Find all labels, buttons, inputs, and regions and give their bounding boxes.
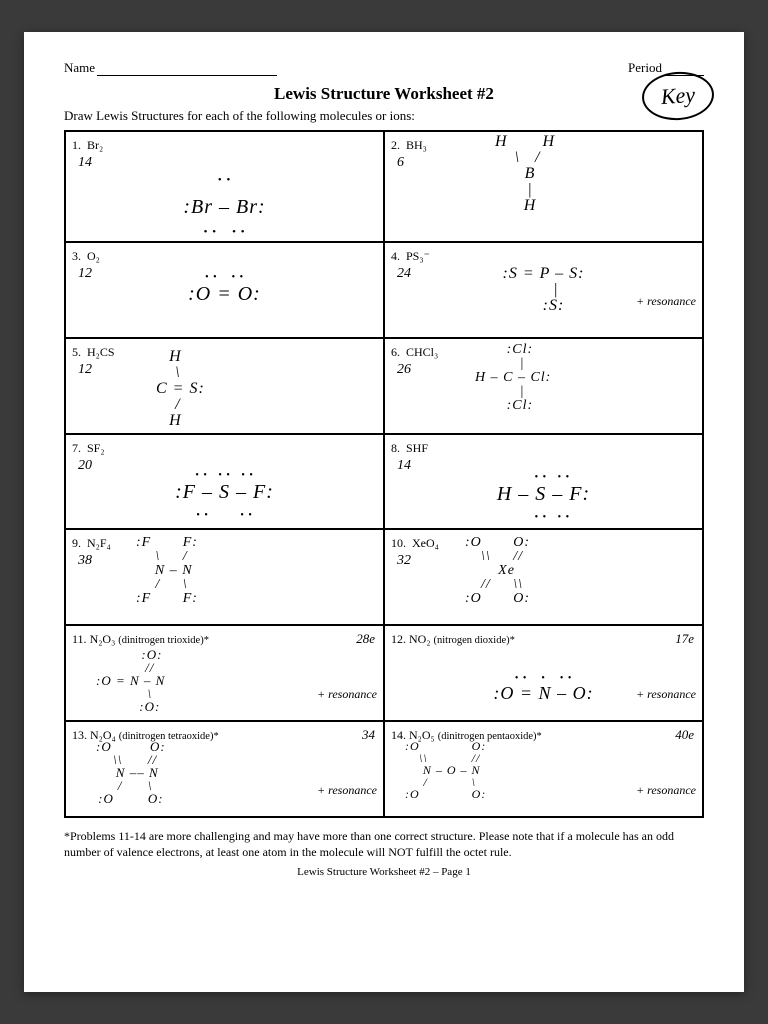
- resonance-note: + resonance: [636, 783, 696, 798]
- name-field: Name: [64, 60, 277, 76]
- lewis-structure: H \ C = S: / H: [146, 349, 205, 429]
- resonance-note: + resonance: [636, 687, 696, 702]
- cell: 10. XeO₄ 32 :O O: \\ // Xe // \\ :O O:: [384, 529, 703, 625]
- cell: 8. SHF 14 • • • • H – S – F: • • • •: [384, 434, 703, 529]
- worksheet-title: Lewis Structure Worksheet #2: [274, 84, 494, 103]
- resonance-note: + resonance: [317, 783, 377, 798]
- lewis-structure: :Cl: | H – C – Cl: | :Cl:: [475, 343, 551, 413]
- lewis-structure: :O O: \\ // N – O – N / \ :O O:: [405, 740, 486, 800]
- footnote: *Problems 11-14 are more challenging and…: [64, 828, 704, 860]
- cell-label: 4. PS₃⁻: [391, 249, 430, 264]
- cell-label: 5. H₂CS: [72, 345, 115, 360]
- lewis-structure: • • • • H – S – F: • • • •: [391, 464, 696, 524]
- period-label: Period: [628, 60, 662, 76]
- worksheet-page: Name Period Lewis Structure Worksheet #2…: [24, 32, 744, 992]
- electron-count: 17e: [675, 631, 694, 647]
- cell-label: 6. CHCl₃: [391, 345, 438, 360]
- electron-count: 12: [78, 362, 377, 378]
- electron-count: 38: [78, 553, 377, 569]
- lewis-structure: :O O: \\ // N –– N / \ :O O:: [96, 740, 166, 805]
- cell: 4. PS₃⁻ 24 :S = P – S: | :S: + resonance: [384, 242, 703, 338]
- electron-count: 40e: [675, 727, 694, 743]
- cell-label: 1. Br₂: [72, 138, 103, 153]
- lewis-structure: • • • • :O = O:: [72, 264, 377, 304]
- lewis-structure: • • :Br – Br: • • • •: [72, 177, 377, 237]
- cell-label: 10. XeO₄: [391, 536, 439, 551]
- cell-label: 12. NO₂ (nitrogen dioxide)*: [391, 632, 515, 647]
- cell-label: 11. N₂O₃ (dinitrogen trioxide)*: [72, 632, 209, 647]
- page-footer: Lewis Structure Worksheet #2 – Page 1: [64, 866, 704, 878]
- electron-count: 32: [397, 553, 696, 569]
- cell: 5. H₂CS 12 H \ C = S: / H: [65, 338, 384, 434]
- lewis-structure: H H \ / B | H: [495, 134, 555, 214]
- title-row: Lewis Structure Worksheet #2 Key: [64, 84, 704, 104]
- electron-count: 28e: [356, 631, 375, 647]
- cell: 14. N₂O₅ (dinitrogen pentaoxide)* 40e :O…: [384, 721, 703, 817]
- cell: 7. SF₂ 20 • • • • • • :F – S – F: • • • …: [65, 434, 384, 529]
- cell-label: 7. SF₂: [72, 441, 105, 456]
- name-label: Name: [64, 60, 95, 76]
- cell-label: 3. O₂: [72, 249, 100, 264]
- header-row: Name Period: [64, 60, 704, 76]
- cell: 11. N₂O₃ (dinitrogen trioxide)* 28e :O: …: [65, 625, 384, 721]
- key-label: Key: [660, 82, 696, 110]
- electron-count: 14: [78, 155, 377, 171]
- lewis-structure: • • • • • • :F – S – F: • • • •: [72, 462, 377, 522]
- cell: 6. CHCl₃ 26 :Cl: | H – C – Cl: | :Cl:: [384, 338, 703, 434]
- cell-label: 2. BH₃: [391, 138, 427, 153]
- cell: 13. N₂O₄ (dinitrogen tetraoxide)* 34 :O …: [65, 721, 384, 817]
- resonance-note: + resonance: [636, 294, 696, 309]
- name-underline: [97, 61, 277, 76]
- lewis-structure: :F F: \ / N – N / \ :F F:: [136, 536, 198, 606]
- cell: 3. O₂ 12 • • • • :O = O:: [65, 242, 384, 338]
- worksheet-grid: 1. Br₂ 14 • • :Br – Br: • • • • 2. BH₃ 6…: [64, 130, 704, 818]
- cell-label: 8. SHF: [391, 441, 428, 456]
- cell: 9. N₂F₄ 38 :F F: \ / N – N / \ :F F:: [65, 529, 384, 625]
- instructions: Draw Lewis Structures for each of the fo…: [64, 108, 704, 124]
- cell: 12. NO₂ (nitrogen dioxide)* 17e • • • • …: [384, 625, 703, 721]
- cell-label: 9. N₂F₄: [72, 536, 111, 551]
- cell: 2. BH₃ 6 H H \ / B | H: [384, 131, 703, 242]
- lewis-structure: :O: // :O = N – N \ :O:: [96, 648, 165, 713]
- cell: 1. Br₂ 14 • • :Br – Br: • • • •: [65, 131, 384, 242]
- lewis-structure: :O O: \\ // Xe // \\ :O O:: [465, 536, 530, 606]
- resonance-note: + resonance: [317, 687, 377, 702]
- electron-count: 34: [362, 727, 375, 743]
